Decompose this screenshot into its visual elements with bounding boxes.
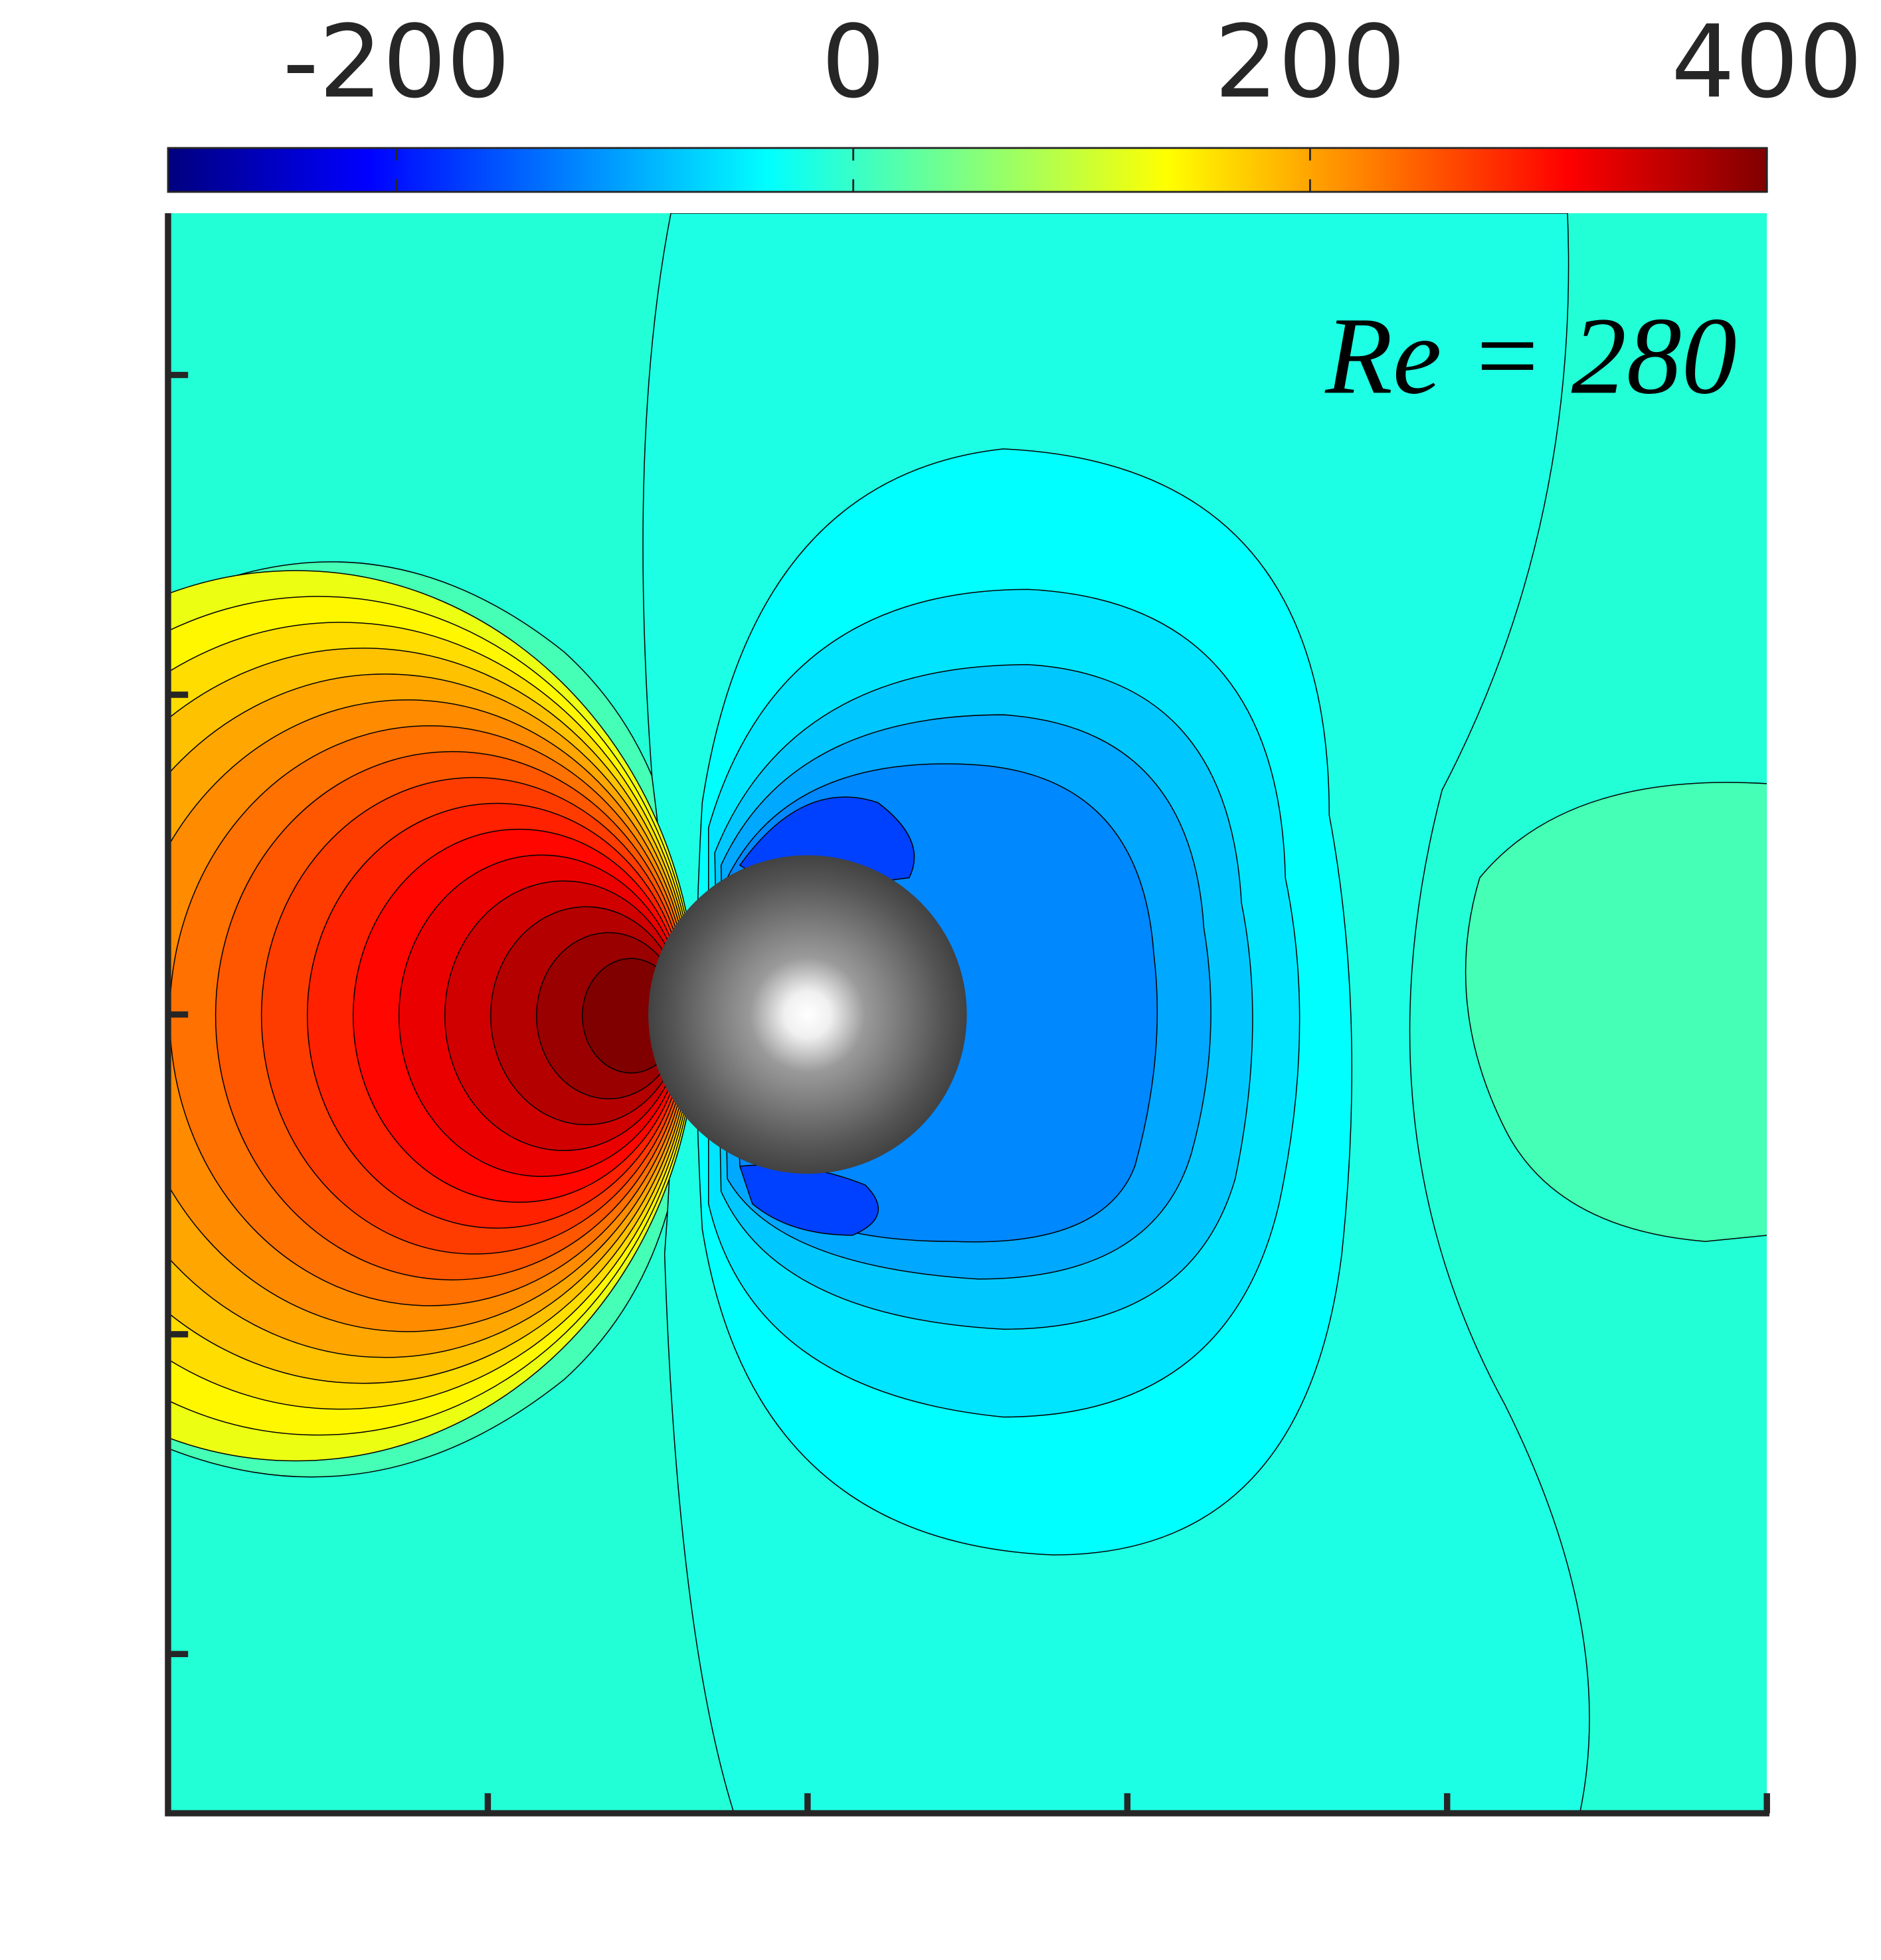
contour-lobe (167, 570, 698, 1462)
colorbar-tick-label: 200 (1214, 3, 1405, 120)
annotation: Re = 280 (1324, 294, 1737, 416)
axis-ticks (167, 371, 1770, 1814)
contour-region (1465, 782, 1767, 1242)
contour-field (167, 213, 1767, 1813)
colorbar-tick-label: 0 (822, 3, 885, 120)
axes (165, 213, 1770, 1817)
colorbar-tick-label: 400 (1671, 3, 1862, 120)
sphere (648, 855, 967, 1174)
axis-line (165, 213, 1769, 1817)
colorbar-tick-label: -200 (282, 3, 510, 120)
colorbar (167, 147, 1768, 193)
